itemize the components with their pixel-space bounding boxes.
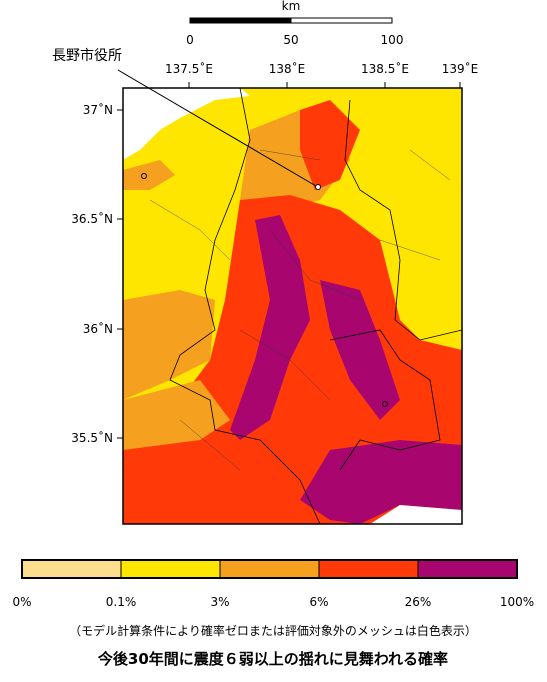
zone [320, 280, 400, 420]
leader-line [117, 69, 317, 187]
legend-label: 100% [500, 595, 534, 609]
zone [123, 290, 215, 400]
prefecture-border [344, 99, 463, 341]
city-marker [382, 401, 388, 407]
legend-swatch [21, 559, 122, 579]
zone [300, 100, 360, 190]
zone [300, 440, 462, 524]
scale-bar-seg [290, 17, 393, 24]
zone [230, 215, 310, 440]
zone [123, 160, 175, 190]
zone [123, 380, 230, 450]
legend-swatch [120, 559, 221, 579]
scale-bar-seg [190, 18, 291, 23]
longitude-label: 137.5˚E [165, 61, 213, 76]
legend-label: 0.1% [106, 595, 137, 609]
zone [123, 195, 462, 524]
map-area [122, 87, 463, 525]
legend-swatch [417, 559, 518, 579]
legend-label: 6% [309, 595, 328, 609]
scale-tick-label: 50 [283, 33, 298, 47]
zone [123, 460, 300, 524]
marker-label: 長野市役所 [52, 47, 122, 64]
prefecture-border [169, 87, 321, 525]
no-data [123, 88, 250, 160]
scale-bar-frame [189, 17, 393, 24]
title: 今後30年間に震度６弱以上の揺れに見舞われる確率 [97, 650, 448, 668]
scale-tick-label: 100 [381, 33, 404, 47]
latitude-label: 36˚N [83, 321, 113, 336]
longitude-label: 138.5˚E [361, 61, 409, 76]
latitude-label: 37˚N [83, 102, 113, 117]
longitude-label: 138˚E [269, 61, 306, 76]
legend-swatch [318, 559, 419, 579]
legend-frame [21, 559, 518, 579]
longitude-label: 139˚E [442, 61, 479, 76]
legend-label: 0% [12, 595, 31, 609]
latitude-label: 36.5˚N [71, 211, 113, 226]
scale-tick-label: 0 [186, 33, 194, 47]
scale-unit: km [282, 0, 301, 13]
prefecture-border [329, 329, 441, 471]
latitude-label: 35.5˚N [71, 430, 113, 445]
zone [340, 92, 462, 200]
city-marker [141, 173, 147, 179]
no-data [370, 505, 462, 524]
city-hall-marker [315, 184, 321, 190]
legend-label: 3% [210, 595, 229, 609]
legend-label: 26% [405, 595, 432, 609]
municipal-border [149, 149, 451, 471]
map-frame [122, 87, 463, 525]
legend-swatch [219, 559, 320, 579]
note: （モデル計算条件により確率ゼロまたは評価対象外のメッシュは白色表示） [69, 623, 477, 638]
